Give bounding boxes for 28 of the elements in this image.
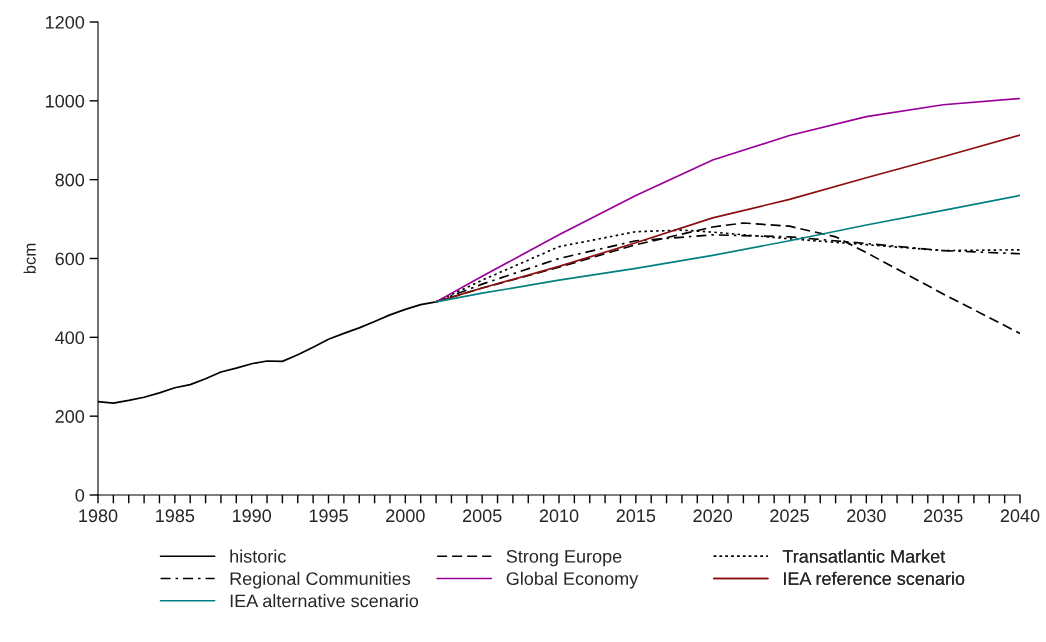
x-tick-label: 2025 xyxy=(770,509,809,523)
y-tick-label: 200 xyxy=(55,410,85,423)
legend-label: Regional Communities xyxy=(230,571,411,589)
x-tick-label: 1990 xyxy=(232,509,272,523)
x-tick-label: 2015 xyxy=(616,509,656,523)
legend-label: Global Economy xyxy=(506,571,639,589)
y-tick-label: 0 xyxy=(75,488,85,502)
legend-label: IEA reference scenario xyxy=(784,571,965,586)
legend-label: Strong Europe xyxy=(506,550,622,567)
x-tick-label: 2030 xyxy=(847,509,886,523)
x-tick-label: 2020 xyxy=(693,509,733,523)
legend-label: IEA alternative scenario xyxy=(230,594,419,608)
x-tick-label: 1985 xyxy=(156,509,195,523)
x-tick-label: 2010 xyxy=(539,509,579,523)
x-tick-label: 2000 xyxy=(386,509,425,523)
x-tick-label: 1995 xyxy=(309,509,348,523)
y-tick-label: 400 xyxy=(55,331,85,345)
x-tick-label: 2005 xyxy=(462,509,502,523)
x-tick-label: 1980 xyxy=(79,509,118,523)
y-tick-label: 1000 xyxy=(46,94,85,108)
legend-label: historic xyxy=(230,549,286,563)
y-tick-label: 800 xyxy=(55,173,85,187)
legend-label: Transatlantic Market xyxy=(782,549,946,563)
y-tick-label: 1200 xyxy=(46,15,85,29)
y-tick-label: 600 xyxy=(55,252,85,266)
x-tick-label: 2040 xyxy=(1000,509,1040,523)
x-tick-label: 2035 xyxy=(923,509,963,523)
y-axis-title: bcm xyxy=(23,243,36,274)
